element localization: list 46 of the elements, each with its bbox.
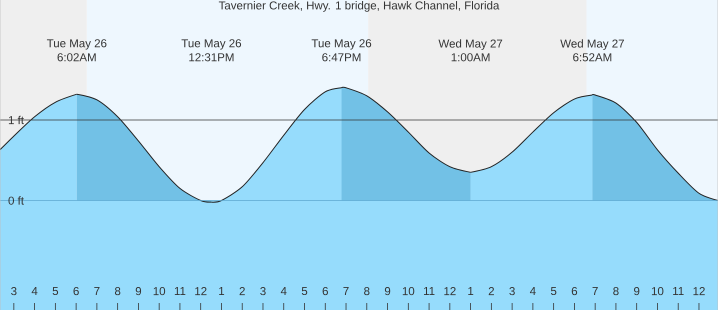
- annotation: Wed May 27: [438, 39, 502, 50]
- x-tick-label: 9: [384, 287, 390, 296]
- x-tick-label: 10: [154, 287, 166, 296]
- x-tick-label: 4: [530, 287, 536, 295]
- x-tick-label: 6: [572, 287, 578, 296]
- x-tick-label: 4: [280, 287, 287, 295]
- x-tick-label: 5: [52, 287, 58, 296]
- x-tick-label: 8: [364, 287, 370, 296]
- x-tick-label: 7: [343, 287, 349, 295]
- x-tick-label: 9: [634, 287, 640, 296]
- x-tick-label: 11: [424, 287, 434, 295]
- x-tick-label: 12: [195, 287, 207, 296]
- x-tick-label: 6: [322, 287, 328, 296]
- x-tick-label: 12: [693, 287, 705, 296]
- x-tick-label: 2: [240, 287, 245, 296]
- x-tick-label: 9: [136, 287, 142, 296]
- annotation: 1:00AM: [452, 53, 490, 62]
- x-tick-label: 8: [613, 287, 619, 296]
- x-tick-label: 6: [74, 287, 79, 296]
- x-tick-label: 8: [114, 287, 120, 296]
- y-tick-label: 0 ft: [8, 196, 24, 205]
- x-tick-label: 2: [488, 287, 494, 296]
- x-tick-label: 7: [94, 287, 100, 295]
- x-tick-label: 5: [550, 287, 556, 296]
- annotation: 6:52AM: [573, 53, 612, 62]
- x-tick-label: 10: [652, 287, 664, 296]
- annotation: Tue May 26: [312, 39, 372, 50]
- x-tick-label: 3: [260, 287, 266, 296]
- x-tick-label: 5: [302, 287, 308, 296]
- x-tick-label: 11: [174, 287, 186, 295]
- x-tick-label: 3: [11, 287, 17, 296]
- x-tick-label: 12: [444, 287, 456, 296]
- annotation: Tue May 26: [46, 39, 106, 50]
- annotation: 12:31PM: [189, 53, 234, 62]
- x-tick-label: 4: [32, 287, 38, 295]
- x-tick-label: 10: [402, 287, 414, 296]
- annotation: 6:02AM: [58, 53, 96, 62]
- x-tick-label: 11: [673, 287, 684, 295]
- annotation: Tue May 26: [182, 39, 242, 50]
- annotation: 6:47PM: [322, 53, 360, 62]
- annotation: Wed May 27: [560, 39, 624, 50]
- x-tick-label: 1: [219, 287, 224, 295]
- x-tick-label: 3: [509, 287, 515, 296]
- x-tick-label: 1: [468, 287, 474, 295]
- chart-title: Tavernier Creek, Hwy. 1 bridge, Hawk Channel, Florida: [218, 1, 500, 12]
- x-tick-label: 7: [592, 287, 598, 295]
